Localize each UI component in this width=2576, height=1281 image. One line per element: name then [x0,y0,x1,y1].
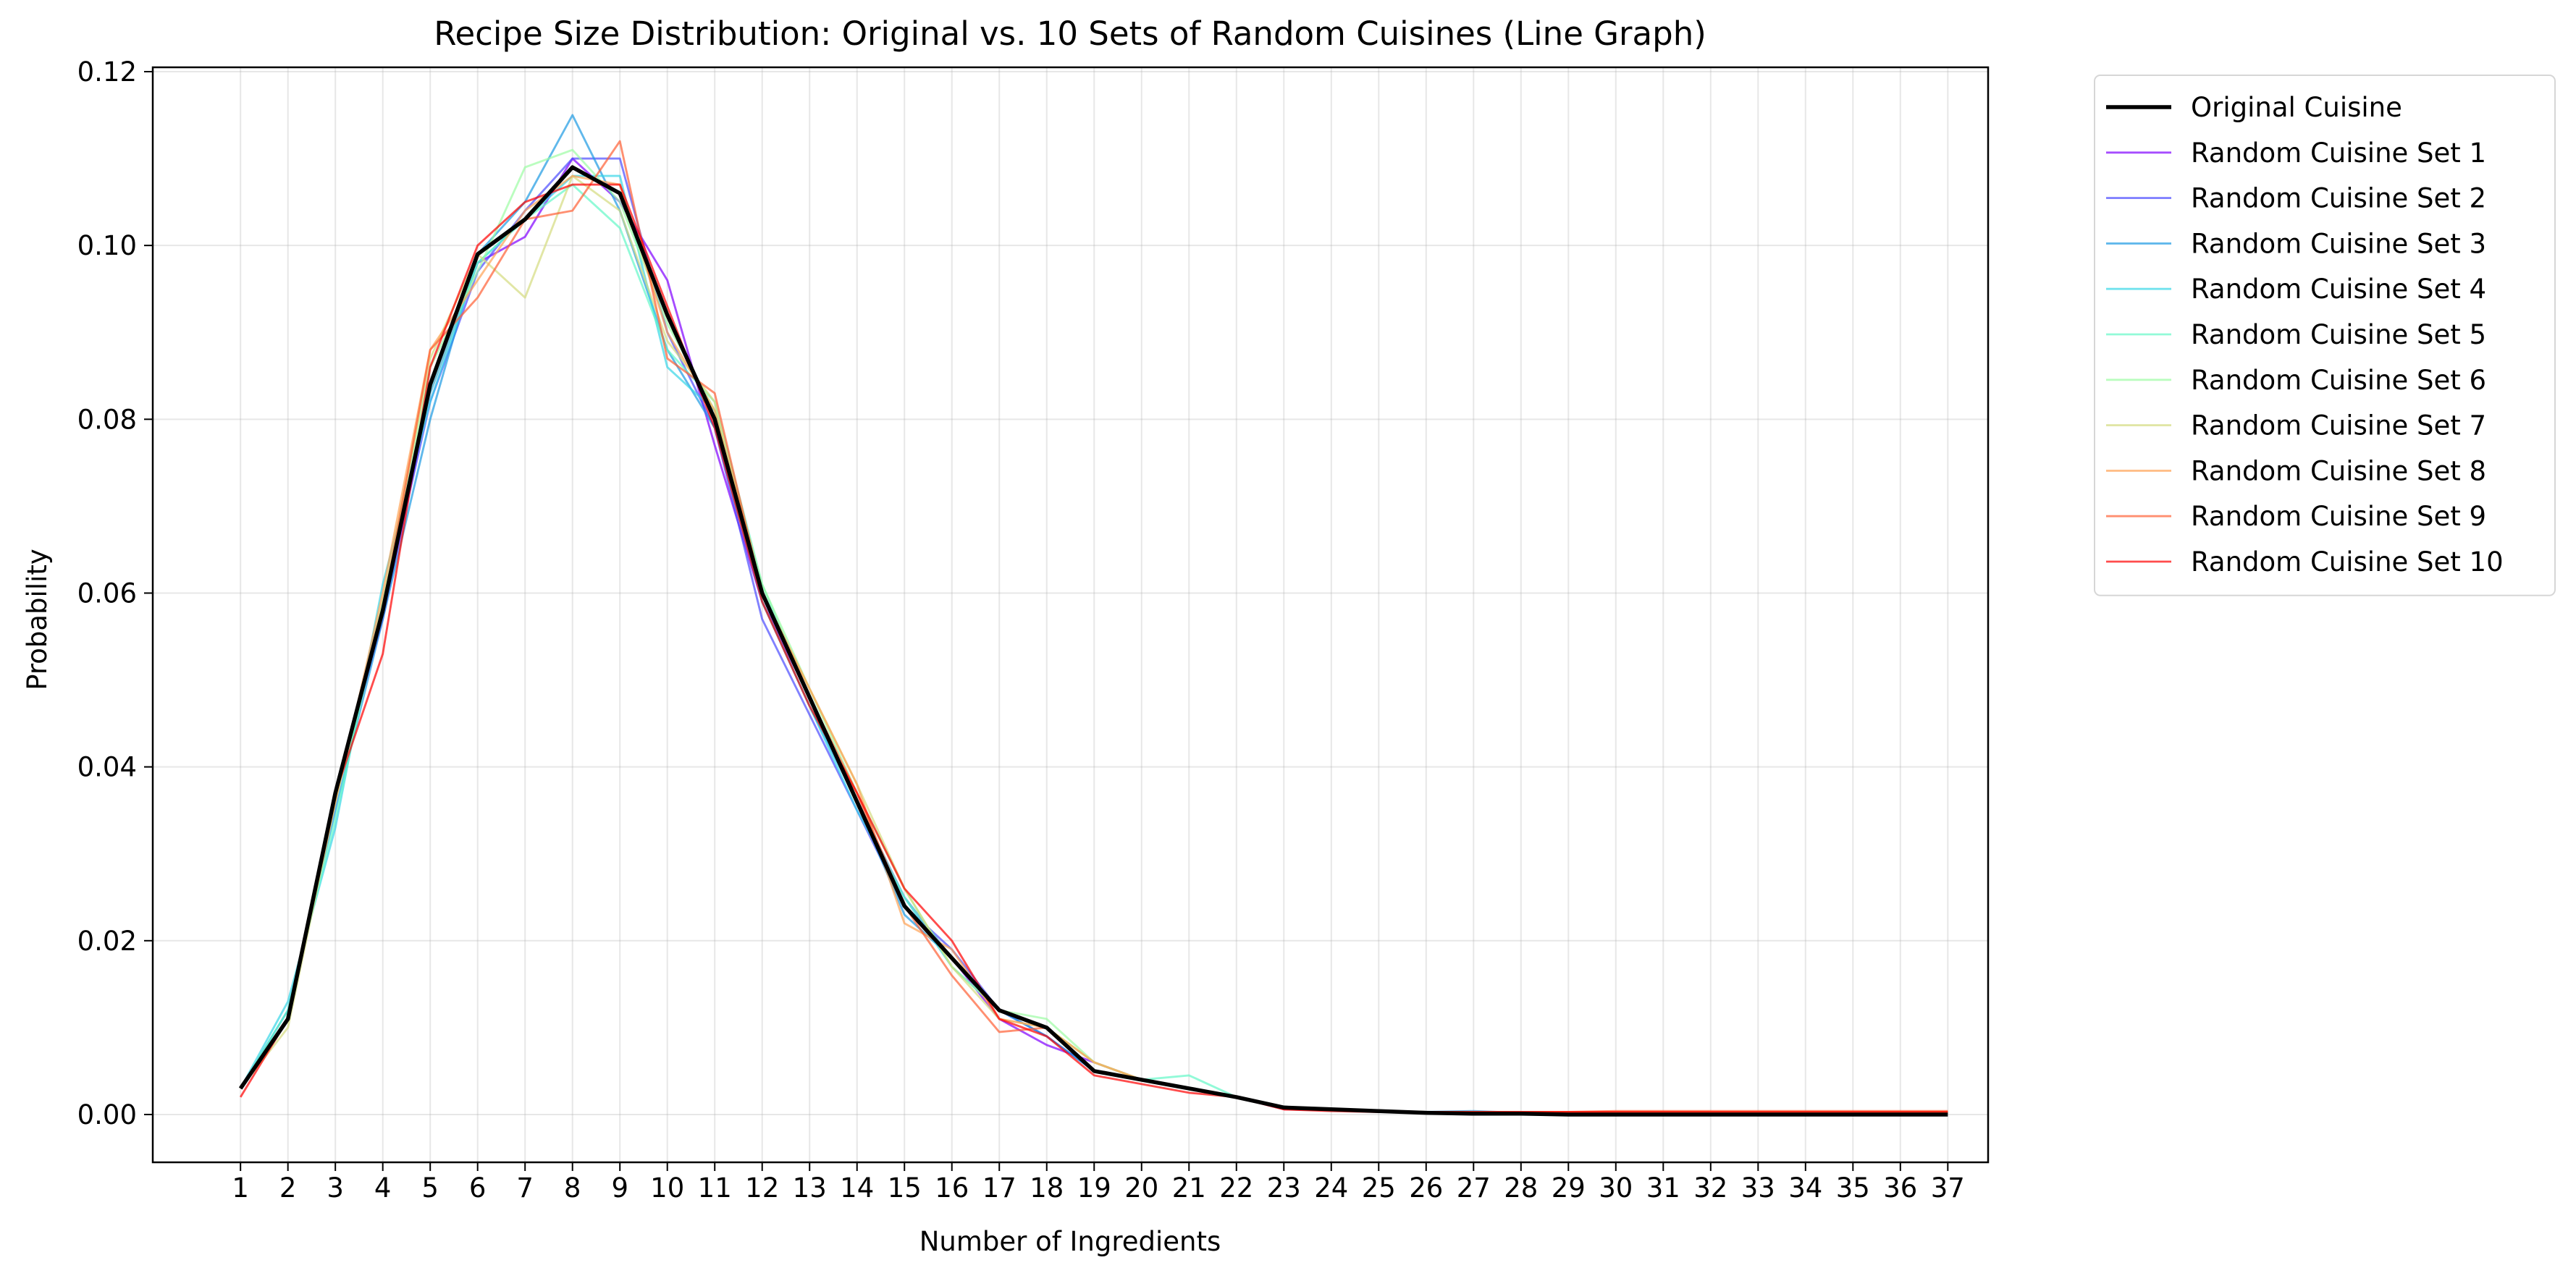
y-tick-label: 0.00 [77,1099,137,1130]
y-tick-label: 0.06 [77,578,137,609]
x-tick-label: 24 [1314,1172,1348,1204]
x-tick-label: 35 [1836,1172,1870,1204]
legend-box [2094,75,2556,596]
x-tick-label: 12 [745,1172,779,1204]
x-tick-label: 2 [279,1172,297,1204]
x-axis-label: Number of Ingredients [919,1226,1221,1257]
x-tick-label: 14 [840,1172,874,1204]
y-tick-label: 0.10 [77,230,137,261]
x-tick-label: 21 [1172,1172,1206,1204]
x-tick-label: 37 [1931,1172,1965,1204]
series-line-original-cuisine [238,165,1948,1117]
x-tick-label: 20 [1124,1172,1158,1204]
y-axis-label: Probability [22,549,53,690]
x-tick-label: 29 [1552,1172,1586,1204]
x-tick-label: 4 [374,1172,392,1204]
x-tick-label: 16 [935,1172,969,1204]
x-tick-label: 13 [793,1172,827,1204]
legend: Original Cuisine Random Cuisine Set 1 Rand… [2094,75,2556,596]
x-tick-label: 6 [469,1172,487,1204]
x-tick-label: 17 [982,1172,1016,1204]
x-tick-label: 1 [232,1172,249,1204]
x-tick-label: 22 [1219,1172,1253,1204]
legend-label-random-cuisine-set-10: Random Cuisine Set 10 [2191,546,2504,578]
x-tick-label: 33 [1741,1172,1775,1204]
x-tick-label: 28 [1504,1172,1538,1204]
y-tick-label: 0.02 [77,926,137,957]
x-tick-label: 26 [1409,1172,1443,1204]
y-tick-label: 0.08 [77,404,137,435]
x-tick-label: 3 [327,1172,344,1204]
x-tick-label: 9 [611,1172,628,1204]
x-tick-label: 25 [1362,1172,1396,1204]
legend-label-random-cuisine-set-9: Random Cuisine Set 9 [2191,501,2486,532]
x-tick-label: 34 [1788,1172,1822,1204]
legend-label-original-cuisine: Original Cuisine [2191,92,2402,123]
chart-title: Recipe Size Distribution: Original vs. 1… [434,14,1706,53]
x-tick-label: 15 [888,1172,922,1204]
x-tick-label: 19 [1077,1172,1111,1204]
x-tick-label: 30 [1599,1172,1633,1204]
x-tick-label: 8 [564,1172,581,1204]
series-line-random-cuisine-set-10 [239,183,1948,1113]
legend-label-random-cuisine-set-2: Random Cuisine Set 2 [2191,183,2486,214]
x-tick-label: 32 [1693,1172,1727,1204]
legend-label-random-cuisine-set-7: Random Cuisine Set 7 [2191,410,2486,441]
legend-label-random-cuisine-set-1: Random Cuisine Set 1 [2191,138,2486,169]
legend-label-random-cuisine-set-6: Random Cuisine Set 6 [2191,365,2486,396]
x-tick-label: 10 [650,1172,684,1204]
x-tick-label: 31 [1646,1172,1680,1204]
x-tick-label: 11 [698,1172,732,1204]
x-tick-label: 36 [1883,1172,1917,1204]
legend-label-random-cuisine-set-5: Random Cuisine Set 5 [2191,319,2486,350]
x-tick-label: 18 [1030,1172,1064,1204]
legend-label-random-cuisine-set-4: Random Cuisine Set 4 [2191,274,2486,305]
y-tick-label: 0.12 [77,56,137,88]
x-tick-label: 7 [516,1172,534,1204]
y-tick-label: 0.04 [77,752,137,783]
x-tick-label: 5 [421,1172,439,1204]
x-tick-label: 27 [1457,1172,1491,1204]
x-tick-label: 23 [1267,1172,1301,1204]
plot-area-frame [151,66,1990,1164]
legend-label-random-cuisine-set-3: Random Cuisine Set 3 [2191,228,2486,259]
legend-label-random-cuisine-set-8: Random Cuisine Set 8 [2191,455,2486,486]
